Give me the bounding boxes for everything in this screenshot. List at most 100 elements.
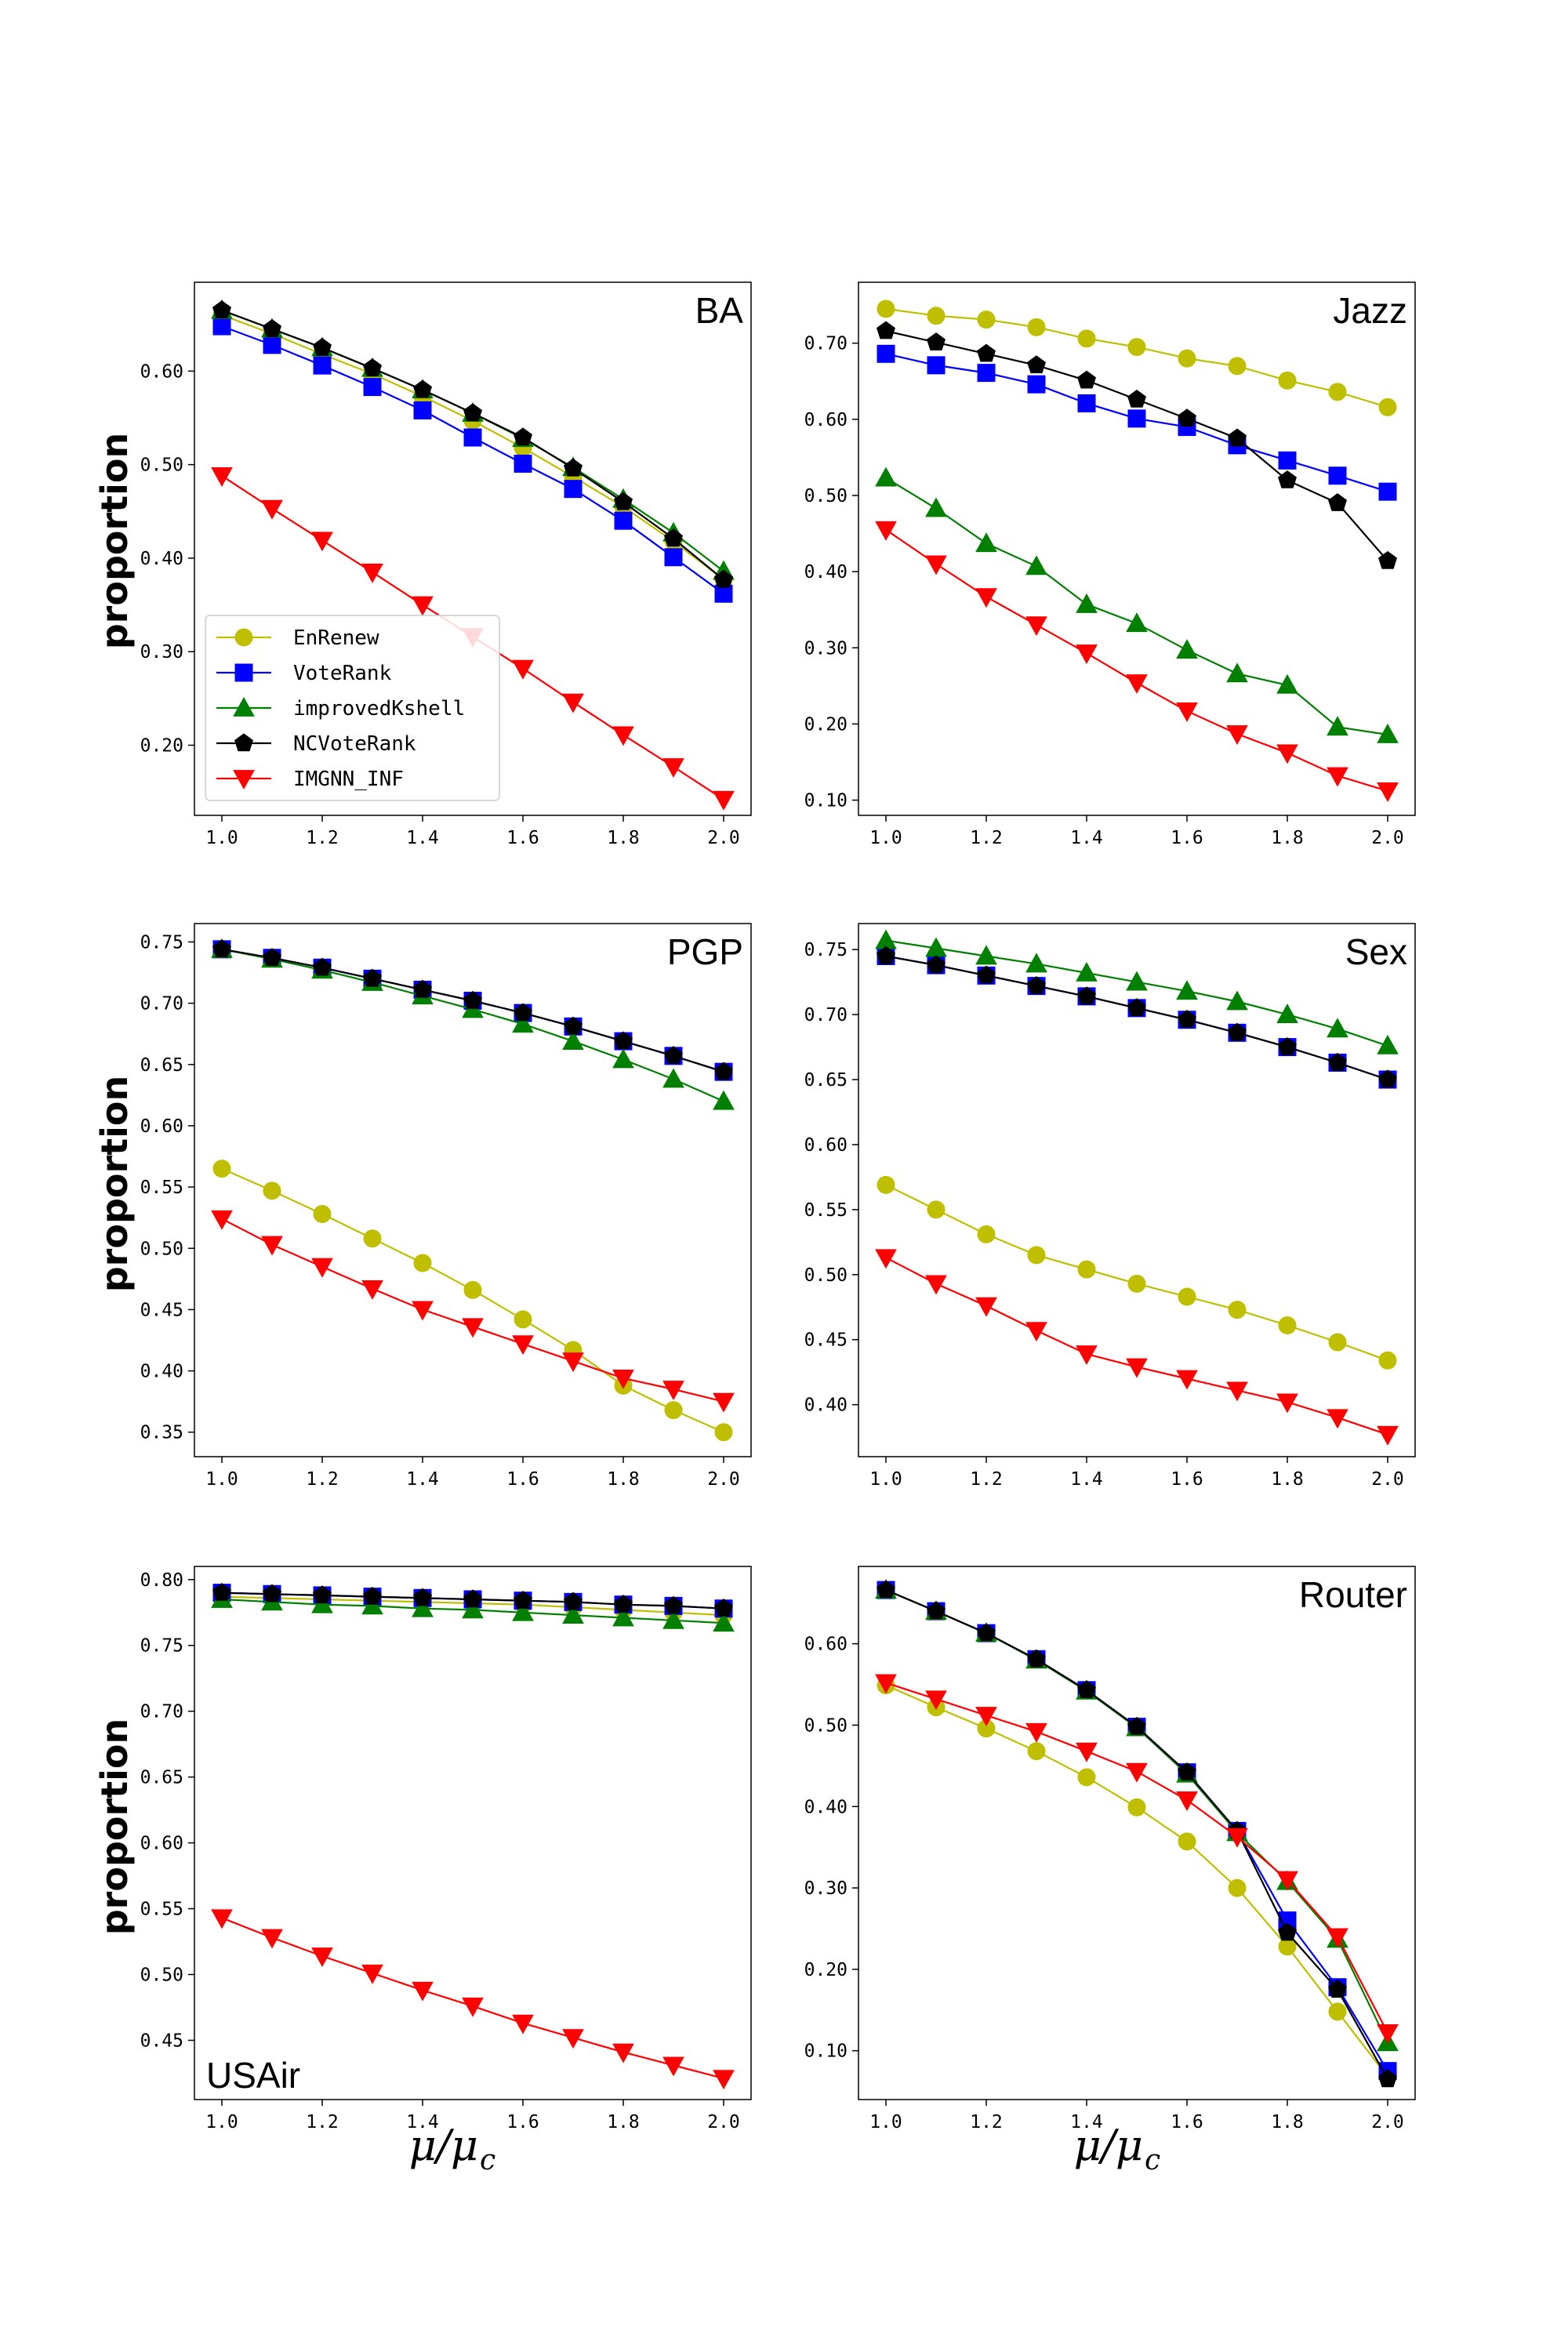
series-imgnn-inf-usair: [211, 1909, 735, 2090]
series-enrenew-sex: [877, 1175, 1397, 1370]
data-point: [927, 955, 946, 974]
data-point: [1025, 616, 1047, 637]
data-point: [1178, 408, 1196, 427]
data-point: [1126, 1358, 1148, 1378]
x-tick-label: 2.0: [707, 2112, 740, 2132]
data-point: [1377, 723, 1399, 743]
data-point: [977, 1225, 996, 1243]
data-point: [713, 2070, 735, 2090]
x-tick-label: 1.8: [607, 828, 640, 848]
data-point: [1077, 1680, 1096, 1698]
y-tick-label: 0.70: [140, 994, 183, 1014]
x-tick-label: 2.0: [1371, 828, 1404, 848]
data-point: [927, 332, 946, 350]
data-point: [261, 499, 283, 520]
data-point: [1378, 1351, 1397, 1370]
data-point: [1127, 1716, 1146, 1735]
legend-entry-enrenew: EnRenew: [216, 626, 379, 650]
series-enrenew-jazz: [877, 299, 1397, 416]
data-point: [1076, 1742, 1098, 1762]
data-point: [1027, 1742, 1046, 1761]
legend-marker: [234, 663, 253, 682]
x-tick-label: 2.0: [1371, 2112, 1404, 2132]
data-point: [1025, 555, 1047, 575]
data-point: [612, 1606, 634, 1627]
data-point: [1126, 612, 1148, 633]
data-point: [1276, 1004, 1298, 1023]
panel-title-pgp: PGP: [667, 931, 743, 972]
data-point: [363, 1586, 382, 1605]
data-point: [564, 458, 583, 477]
x-axis-label-right: μ/μ c: [1074, 2121, 1161, 2176]
data-point: [212, 1582, 231, 1601]
data-point: [413, 401, 432, 419]
y-tick-label: 0.40: [804, 562, 848, 583]
data-point: [313, 957, 332, 976]
data-point: [614, 492, 633, 510]
data-point: [363, 358, 382, 376]
data-point: [562, 1604, 584, 1624]
y-tick-label: 0.30: [804, 1878, 848, 1899]
data-point: [1377, 2024, 1399, 2044]
data-point: [562, 2029, 584, 2049]
panel-title-jazz: Jazz: [1333, 290, 1407, 331]
data-point: [927, 1200, 946, 1219]
y-tick-label: 0.75: [140, 1636, 183, 1657]
data-point: [1278, 1316, 1297, 1334]
data-point: [612, 2043, 634, 2063]
data-point: [261, 1929, 283, 1949]
data-point: [1278, 1036, 1297, 1055]
data-point: [1378, 1069, 1397, 1088]
data-point: [664, 1401, 683, 1420]
data-point: [412, 1301, 434, 1321]
data-point: [211, 467, 233, 487]
x-tick-label: 1.0: [869, 828, 902, 848]
y-tick-label: 0.70: [804, 334, 848, 354]
y-tick-label: 0.50: [140, 1239, 183, 1259]
data-point: [212, 300, 231, 318]
data-point: [1327, 1928, 1348, 1948]
data-point: [512, 2014, 534, 2034]
legend: EnRenew VoteRank improvedKshell NCVoteRank I…: [205, 615, 500, 801]
data-point: [877, 1580, 895, 1599]
data-point: [1025, 1322, 1047, 1342]
data-point: [512, 659, 534, 680]
x-axis-label-left-main: μ/μ: [409, 2121, 478, 2170]
data-point: [1076, 644, 1098, 665]
data-point: [1228, 428, 1247, 447]
data-point: [1226, 1381, 1248, 1402]
data-point: [1076, 593, 1098, 613]
data-point: [462, 1997, 484, 2017]
data-point: [662, 758, 684, 778]
data-point: [363, 1229, 382, 1248]
series-ncvoterank-router: [877, 1580, 1397, 2088]
x-tick-label: 2.0: [1371, 1469, 1404, 1490]
y-tick-label: 0.35: [140, 1423, 183, 1443]
data-point: [1077, 986, 1096, 1005]
data-point: [927, 307, 946, 325]
x-tick-label: 1.2: [306, 2112, 339, 2132]
y-tick-label: 0.70: [140, 1702, 183, 1722]
legend-marker: [233, 696, 255, 717]
data-point: [1127, 1798, 1146, 1817]
series-imgnn-inf-pgp: [211, 1210, 735, 1413]
data-point: [1377, 1034, 1399, 1054]
series-ncvoterank-sex: [877, 946, 1397, 1088]
data-point: [361, 1279, 383, 1300]
data-point: [1027, 318, 1046, 336]
data-point: [664, 1595, 683, 1614]
data-point: [413, 379, 432, 398]
data-point: [1327, 716, 1348, 736]
data-point: [412, 1981, 434, 2002]
data-point: [263, 336, 281, 354]
data-point: [462, 1599, 484, 1619]
x-tick-label: 1.8: [1271, 1469, 1304, 1490]
x-tick-label: 1.8: [607, 2112, 640, 2132]
data-point: [1327, 1018, 1348, 1038]
x-tick-label: 1.6: [1171, 1469, 1203, 1490]
data-point: [1176, 980, 1198, 1000]
y-tick-label: 0.10: [804, 2042, 848, 2062]
y-tick-label: 0.60: [804, 1135, 848, 1156]
data-point: [877, 321, 895, 339]
y-tick-label: 0.55: [140, 1178, 183, 1198]
